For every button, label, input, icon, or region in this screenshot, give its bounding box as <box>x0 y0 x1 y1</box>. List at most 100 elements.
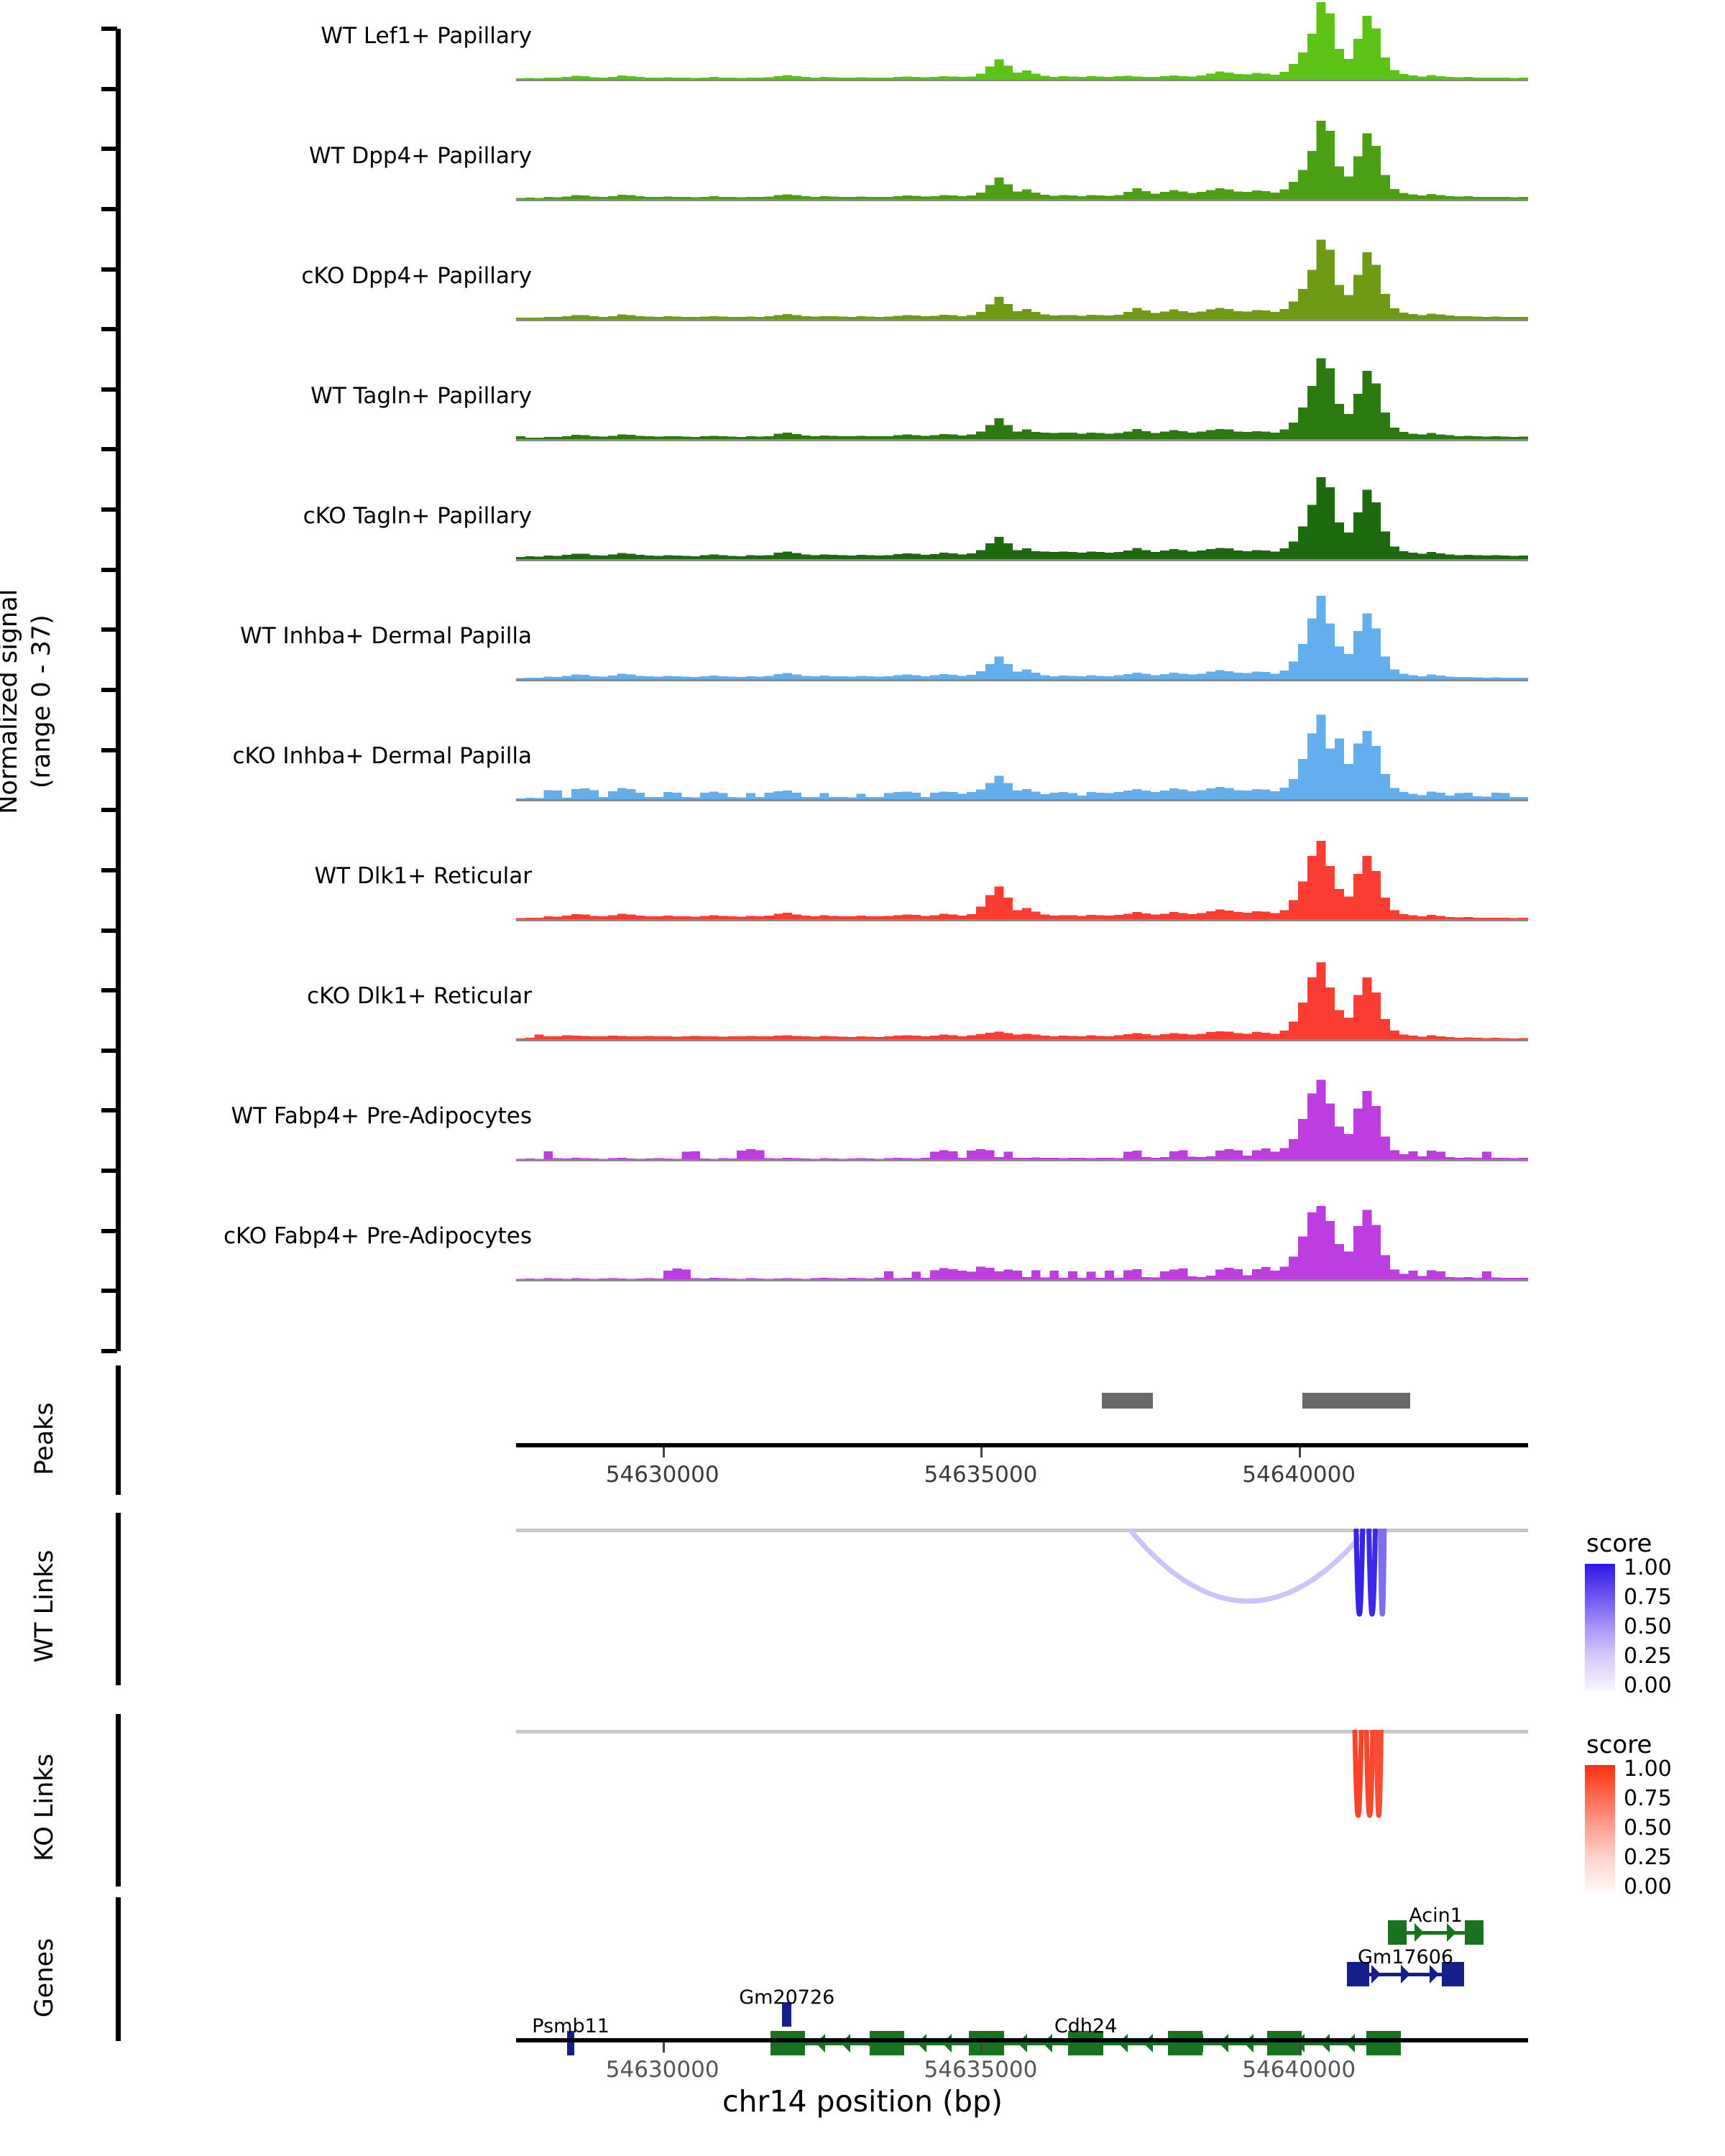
coverage-axis-tick <box>101 988 117 993</box>
coverage-axis-tick <box>101 1048 117 1053</box>
coverage-axis-tick <box>101 447 117 452</box>
track-baseline <box>516 679 1528 681</box>
peaks-section-label: Peaks <box>30 1402 59 1475</box>
x-axis-tick-label: 54635000 <box>924 2057 1038 2083</box>
track-signal-cko-dlk1-reticular <box>516 962 1528 1039</box>
track-label-wt-tagln-papillary: WT Tagln+ Papillary <box>310 383 532 409</box>
gene-strand-arrow <box>866 2034 876 2053</box>
ko-links-legend-title: score <box>1586 1731 1652 1759</box>
genes-section-label: Genes <box>30 1938 59 2018</box>
track-baseline <box>516 1279 1528 1281</box>
link-arc <box>1128 1529 1368 1604</box>
gene-strand-arrow <box>942 2034 952 2053</box>
peaks-x-axis-line <box>516 1443 1528 1447</box>
wt-legend-tick-1: 0.75 <box>1624 1585 1672 1610</box>
track-baseline <box>516 199 1528 201</box>
x-axis-tick-label: 54630000 <box>605 1462 719 1488</box>
ko-legend-tick-3: 0.25 <box>1624 1845 1672 1870</box>
coverage-axis-tick <box>101 867 117 872</box>
track-signal-wt-lef1-papillary <box>516 1 1528 79</box>
ko-links-legend-gradient <box>1585 1765 1615 1892</box>
track-label-wt-fabp4-pre-adipocytes: WT Fabp4+ Pre-Adipocytes <box>231 1103 533 1129</box>
y-axis-label-line2: (range 0 - 37) <box>27 614 56 789</box>
track-signal-cko-inhba-dermal-papilla <box>516 714 1528 799</box>
wt-links-section-label: WT Links <box>30 1549 59 1663</box>
gene-strand-arrow <box>1017 2034 1027 2053</box>
coverage-axis-tick <box>101 567 117 572</box>
coverage-axis-tick <box>101 507 117 512</box>
track-baseline <box>516 439 1528 441</box>
gene-label-acin1: Acin1 <box>1409 1904 1463 1927</box>
track-signal-cko-dpp4-papillary <box>516 239 1528 319</box>
ko-links-legend-ticks: 1.00 0.75 0.50 0.25 0.00 <box>1624 1759 1672 1898</box>
link-arc <box>1366 1529 1378 1617</box>
wt-links-legend: score 1.00 0.75 0.50 0.25 0.00 <box>1585 1529 1672 1697</box>
y-axis-label: Normalized signal (range 0 - 37) <box>0 428 58 975</box>
track-baseline <box>516 319 1528 321</box>
coverage-axis-tick <box>101 1228 117 1233</box>
track-label-wt-dlk1-reticular: WT Dlk1+ Reticular <box>314 863 532 889</box>
track-label-wt-lef1-papillary: WT Lef1+ Papillary <box>321 23 532 49</box>
ko-legend-tick-2: 0.50 <box>1624 1815 1672 1841</box>
gene-strand-arrow <box>916 2034 926 2053</box>
ko-legend-tick-0: 1.00 <box>1624 1756 1672 1782</box>
track-label-cko-dpp4-papillary: cKO Dpp4+ Papillary <box>301 263 532 289</box>
link-arc <box>1378 1529 1387 1617</box>
coverage-axis-tick <box>101 1289 117 1294</box>
track-baseline <box>516 919 1528 921</box>
track-signal-wt-fabp4-pre-adipocytes <box>516 1079 1528 1159</box>
x-axis-tick <box>980 1447 983 1457</box>
gene-exon <box>1465 1920 1484 1945</box>
link-arc <box>1374 1730 1384 1818</box>
coverage-axis-tick <box>101 747 117 752</box>
gene-strand-arrow <box>1320 2034 1330 2053</box>
gene-strand-arrow <box>1430 1965 1440 1984</box>
gene-strand-arrow <box>1269 2034 1279 2053</box>
gene-strand-arrow <box>1244 2034 1254 2053</box>
y-axis-label-line1: Normalized signal <box>0 589 23 814</box>
peak-region <box>1101 1393 1153 1409</box>
gene-strand-arrow <box>1371 1965 1381 1984</box>
gene-strand-arrow <box>1414 1923 1425 1942</box>
x-axis-tick-label: 54640000 <box>1242 2057 1356 2083</box>
ko-legend-tick-4: 0.00 <box>1624 1874 1672 1899</box>
x-axis-tick-label: 54635000 <box>924 1462 1038 1488</box>
gene-strand-arrow <box>1118 2034 1128 2053</box>
wt-links-section-rule <box>116 1513 121 1685</box>
coverage-axis-tick <box>101 808 117 813</box>
coverage-axis-line <box>116 29 121 1351</box>
link-arc <box>1352 1730 1364 1818</box>
gene-strand-arrow <box>1042 2034 1052 2053</box>
track-signal-wt-inhba-dermal-papilla <box>516 596 1528 679</box>
ko-links-section-label: KO Links <box>30 1754 59 1861</box>
x-axis-tick <box>662 2042 665 2053</box>
gene-strand-arrow <box>816 2034 826 2053</box>
gene-strand-arrow <box>791 2034 801 2053</box>
gene-strand-arrow <box>1169 2034 1179 2053</box>
gene-label-cdh24: Cdh24 <box>1054 2015 1118 2037</box>
coverage-axis-tick <box>101 1349 117 1353</box>
gene-strand-arrow <box>1219 2034 1229 2053</box>
track-label-cko-dlk1-reticular: cKO Dlk1+ Reticular <box>307 983 532 1009</box>
track-baseline <box>516 799 1528 801</box>
gene-exon <box>566 2031 575 2055</box>
gene-label-gm17606: Gm17606 <box>1357 1946 1454 1968</box>
wt-links-arcs <box>1128 1529 1387 1617</box>
coverage-axis-tick <box>101 147 117 152</box>
coverage-axis-tick <box>101 86 117 91</box>
link-arc <box>1353 1529 1366 1617</box>
genes-section-rule <box>116 1897 121 2041</box>
track-baseline <box>516 1039 1528 1041</box>
x-axis-tick <box>662 1447 665 1457</box>
gene-body-line <box>1388 1931 1484 1935</box>
gene-strand-arrow <box>1446 1923 1456 1942</box>
track-signal-wt-dpp4-papillary <box>516 121 1528 199</box>
gene-strand-arrow <box>1194 2034 1204 2053</box>
x-axis-tick <box>1299 2042 1302 2053</box>
genes-x-axis-line <box>516 2038 1528 2042</box>
coverage-axis-tick <box>101 928 117 933</box>
peaks-section-rule <box>116 1365 121 1495</box>
gene-exon <box>1388 1920 1407 1945</box>
track-signal-wt-dlk1-reticular <box>516 841 1528 919</box>
link-arc <box>1363 1730 1376 1818</box>
